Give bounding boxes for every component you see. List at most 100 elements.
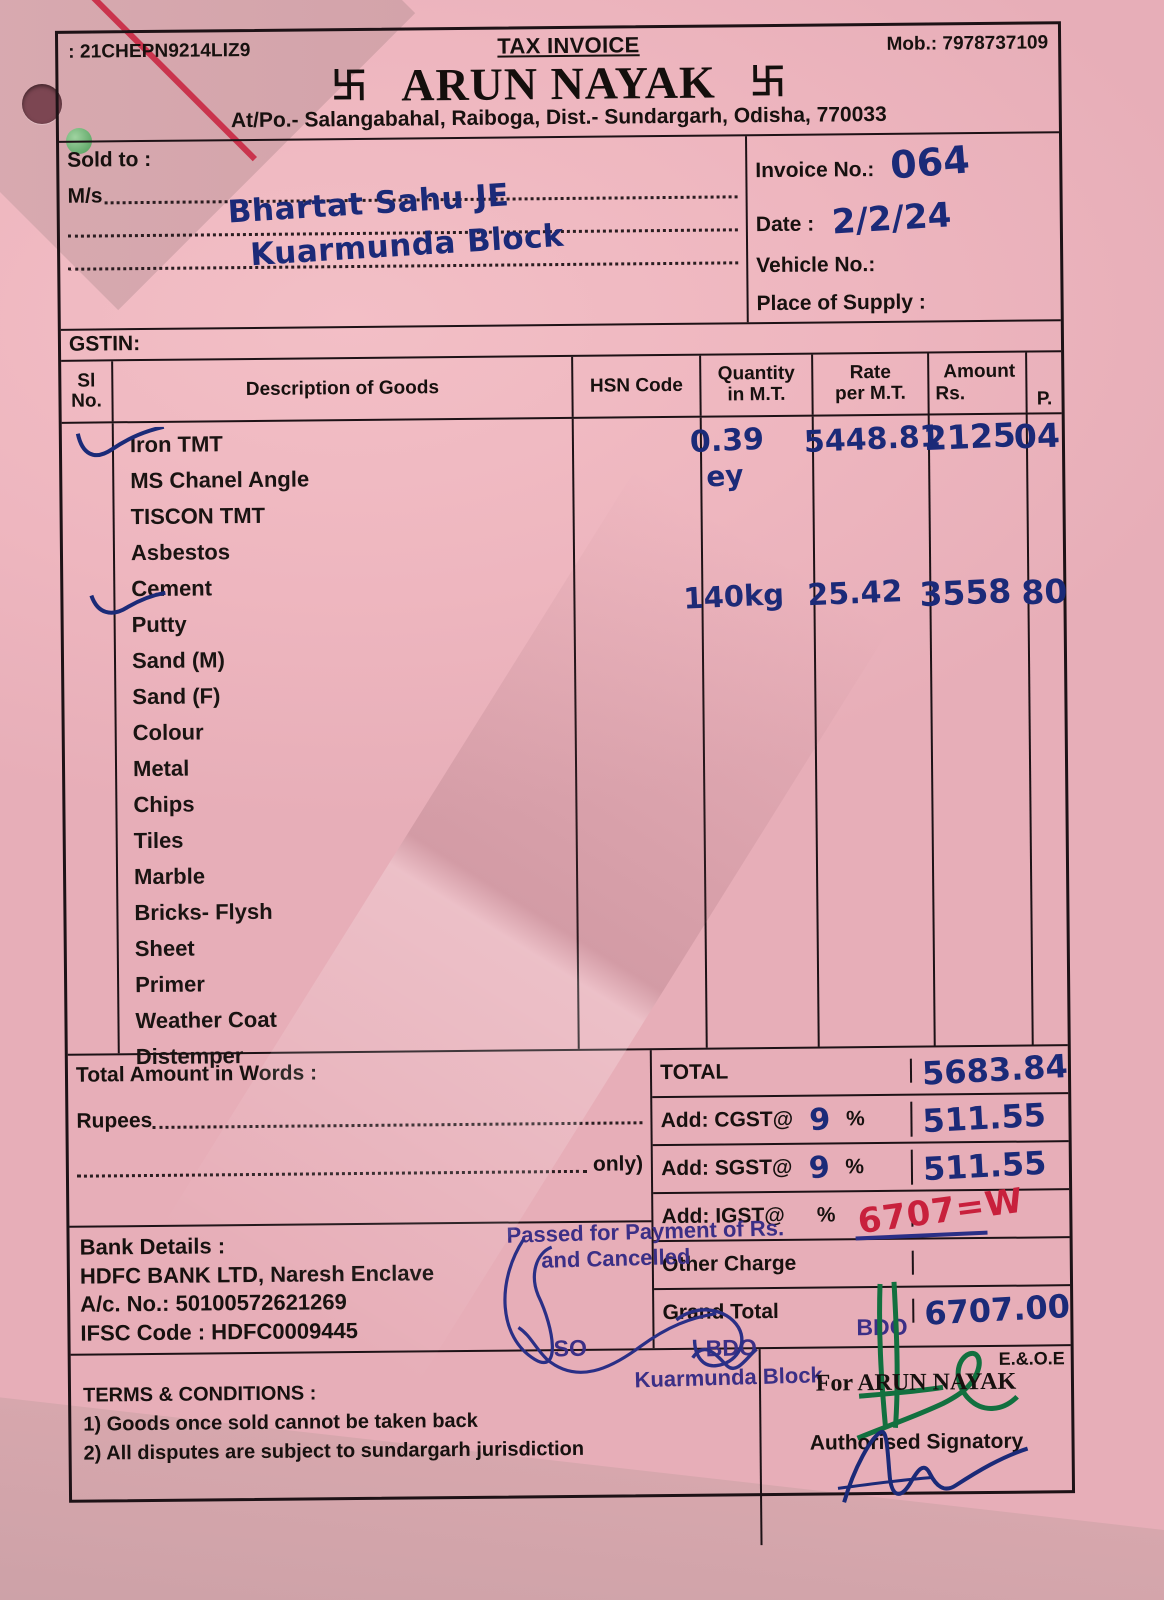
col-header-amount-rs: Rs. <box>935 383 966 405</box>
goods-table-body: Iron TMT MS Chanel Angle TISCON TMT Asbesto… <box>61 414 1068 1441</box>
col-header-description: Description of Goods <box>113 356 574 422</box>
totals-label-text: Add: SGST@ <box>661 1155 793 1181</box>
totals-row-label: Add: SGST@ 9% <box>652 1149 914 1187</box>
punch-hole <box>22 84 62 124</box>
col-header-amount-title: Amount <box>943 360 1016 383</box>
goods-item: Colour <box>132 719 204 746</box>
col-header-rate-line2: per M.T. <box>835 382 906 405</box>
goods-item: Marble <box>133 863 206 890</box>
invoice-header: : 21CHEPN9214LIZ9 TAX INVOICE Mob.: 7978… <box>57 24 1059 143</box>
entry-0-rate: 5448.81 <box>803 419 942 461</box>
totals-value-text: 511.55 <box>921 1095 1048 1141</box>
for-seller-label: For ARUN NAYAK <box>815 1369 1017 1397</box>
goods-item: Chips <box>133 791 195 818</box>
goods-item: Sheet <box>134 935 195 962</box>
totals-row-label: Other Charge <box>653 1250 915 1278</box>
totals-row-label: Add: CGST@ 9% <box>652 1101 913 1139</box>
goods-item: MS Chanel Angle <box>130 466 310 494</box>
bank-ifsc: IFSC Code : HDFC0009445 <box>80 1317 359 1346</box>
col-paise <box>1028 414 1068 1044</box>
bank-details-box: Bank Details : HDFC BANK LTD, Naresh Enc… <box>69 1222 652 1354</box>
stamp-bdo-label-2: BDO <box>856 1313 908 1341</box>
col-header-amount: Amount Rs. <box>929 352 1028 414</box>
col-header-paise: P. <box>1036 388 1053 410</box>
sold-to-block: Sold to : M/s Bhartat Sahu JE Kuarmunda … <box>59 136 749 329</box>
col-header-sl: Sl No. <box>61 361 114 422</box>
goods-item: Weather Coat <box>135 1006 277 1034</box>
goods-item: Distemper <box>135 1043 244 1070</box>
amount-words-and-bank: Total Amount in Words : Rupees only) Ban… <box>67 1050 655 1355</box>
invoice-no-label: Invoice No.: <box>755 158 875 183</box>
entry-1-amount-rs: 3558 <box>918 571 1013 615</box>
totals-label-text: Other Charge <box>661 1251 797 1277</box>
terms-and-conditions: TERMS & CONDITIONS : 1) Goods once sold … <box>70 1349 763 1553</box>
only-dotted-line <box>76 1169 588 1178</box>
party-and-meta-block: Sold to : M/s Bhartat Sahu JE Kuarmunda … <box>59 133 1061 331</box>
entry-1-rate: 25.42 <box>806 574 904 614</box>
amount-in-words-box[interactable]: Total Amount in Words : Rupees only) <box>67 1050 652 1228</box>
totals-row-value <box>914 1261 1070 1262</box>
date-value: 2/2/24 <box>830 195 953 243</box>
entry-0-qty-note: ey <box>705 458 745 494</box>
goods-item: Primer <box>134 971 205 998</box>
green-thread-knot <box>66 128 92 154</box>
col-header-qty-line2: in M.T. <box>727 383 786 406</box>
totals-row-value: 511.55 <box>913 1096 1069 1141</box>
only-row[interactable]: only) <box>76 1152 643 1181</box>
swastika-icon-left: 卐 <box>330 64 368 106</box>
goods-item: Tiles <box>133 827 184 854</box>
totals-row: Other Charge <box>653 1238 1071 1291</box>
entry-0-qty: 0.39 <box>689 421 765 461</box>
authorised-signatory-label: Authorised Signatory <box>809 1430 1024 1456</box>
col-amount <box>929 414 1034 1046</box>
percent-sign: % <box>816 1203 836 1227</box>
rupees-row[interactable]: Rupees <box>76 1104 643 1133</box>
invoice-no-value: 064 <box>888 137 972 188</box>
goods-item: Iron TMT <box>129 431 223 458</box>
vehicle-no-row[interactable]: Vehicle No.: <box>756 251 1052 278</box>
date-label: Date : <box>755 212 815 237</box>
rupees-dotted-line <box>152 1121 643 1129</box>
col-hsn <box>573 417 708 1049</box>
goods-item: Sand (M) <box>131 647 226 674</box>
col-rate <box>813 415 936 1047</box>
totals-value-text: 6707.00 <box>923 1287 1072 1333</box>
vehicle-no-label: Vehicle No.: <box>756 252 876 278</box>
col-header-hsn: HSN Code <box>573 355 702 417</box>
goods-item: Bricks- Flysh <box>134 898 273 926</box>
totals-value-text: 5683.84 <box>921 1047 1069 1093</box>
seller-mobile: Mob.: 7978737109 <box>886 32 1049 55</box>
percent-sign: % <box>845 1107 865 1131</box>
totals-row: TOTAL 5683.84 <box>652 1046 1069 1099</box>
ms-label: M/s <box>67 184 103 208</box>
terms-line-2: 2) All disputes are subject to sundargar… <box>83 1438 585 1466</box>
entry-0-amount-rs: 2125 <box>923 415 1017 459</box>
totals-label-text: TOTAL <box>660 1060 729 1085</box>
col-header-quantity: Quantity in M.T. <box>701 354 814 416</box>
totals-row: Add: CGST@ 9% 511.55 <box>652 1094 1069 1147</box>
place-of-supply-row[interactable]: Place of Supply : <box>756 289 1052 316</box>
col-sl <box>61 423 120 1054</box>
rupees-label: Rupees <box>76 1108 153 1133</box>
col-header-sl-line1: Sl <box>77 370 96 392</box>
goods-item: TISCON TMT <box>130 502 266 530</box>
goods-item: Metal <box>132 755 190 782</box>
entry-1-qty: 140kg <box>682 577 785 616</box>
col-header-qty-line1: Quantity <box>717 362 795 385</box>
goods-item: Cement <box>131 575 213 602</box>
col-quantity <box>701 416 820 1048</box>
footer-block: TERMS & CONDITIONS : 1) Goods once sold … <box>70 1347 1073 1553</box>
swastika-icon-right: 卐 <box>749 60 786 102</box>
goods-item: Sand (F) <box>132 683 221 710</box>
entry-0-amount-p: 04 <box>1013 415 1061 457</box>
date-row: Date : 2/2/24 <box>755 195 1052 243</box>
totals-row-value: 6707.00 <box>914 1287 1072 1333</box>
col-header-rate-line1: Rate <box>849 361 891 384</box>
eoe-label: E.&.O.E <box>998 1348 1065 1370</box>
totals-value-text: 511.55 <box>922 1143 1048 1189</box>
goods-item: Asbestos <box>130 539 231 566</box>
totals-rate-percent-value: 9 <box>807 1149 831 1186</box>
totals-label-text: Add: IGST@ <box>661 1203 785 1229</box>
buyer-gstin-label: GSTIN: <box>68 332 141 356</box>
